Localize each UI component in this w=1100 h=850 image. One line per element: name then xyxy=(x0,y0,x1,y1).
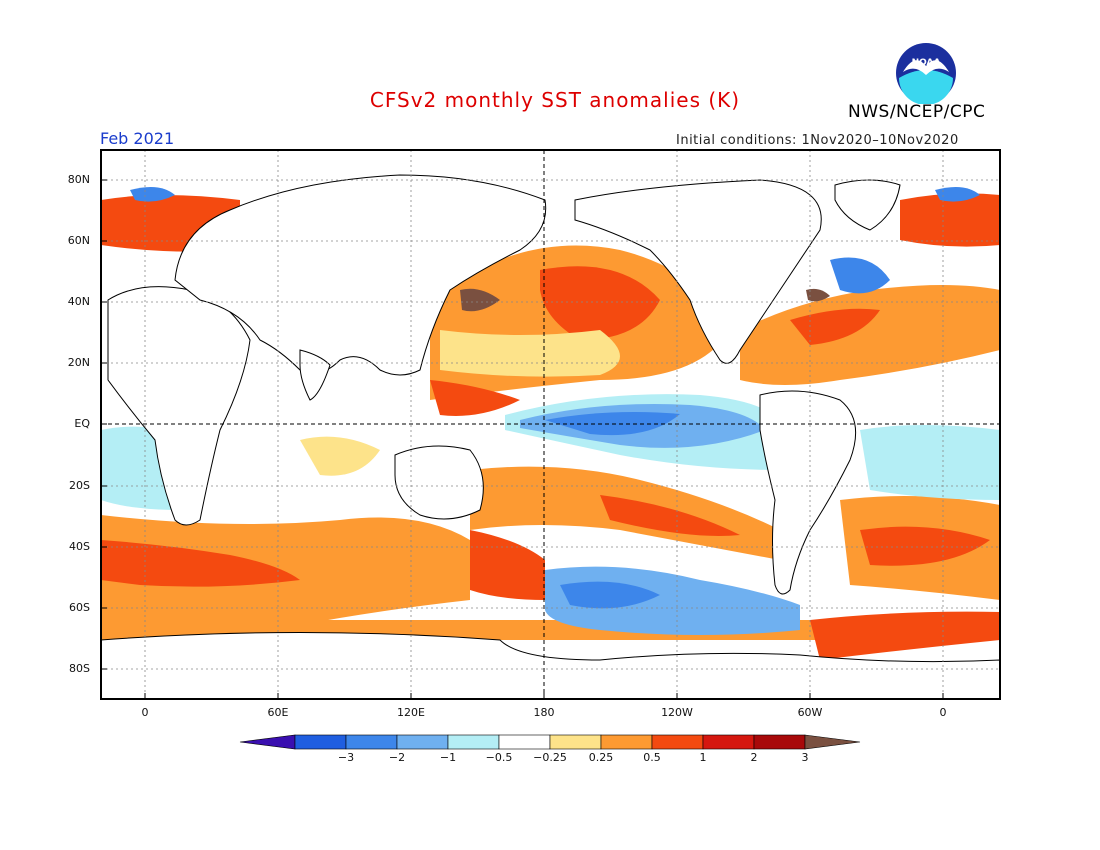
colorbar-swatch xyxy=(447,734,500,750)
land-australia xyxy=(394,445,484,520)
anomaly-gulf-stream-hot xyxy=(790,308,880,345)
land-antarctica xyxy=(101,632,1000,699)
colorbar-label: 2 xyxy=(750,751,758,764)
lat-label: 20N xyxy=(67,356,90,369)
colorbar-swatch xyxy=(549,734,602,750)
logo-gull xyxy=(903,60,949,75)
lat-label: 80S xyxy=(69,662,90,675)
lat-label: 60S xyxy=(69,601,90,614)
colorbar-swatch xyxy=(396,734,449,750)
colorbar-label: 0.25 xyxy=(588,751,614,764)
anomaly-arctic-cold-east xyxy=(935,186,980,202)
colorbar-label: −0.5 xyxy=(485,751,513,764)
anomaly-warm-pool-hot xyxy=(430,380,520,416)
colorbar xyxy=(239,734,861,750)
colorbar-swatch xyxy=(600,734,653,750)
anomaly-south-atlantic-hot xyxy=(860,526,990,566)
lat-label: 40S xyxy=(69,540,90,553)
anomaly-kuroshio-extreme xyxy=(460,288,500,312)
lon-label: 120E xyxy=(397,706,425,719)
colorbar-label: 3 xyxy=(801,751,809,764)
colorbar-swatch xyxy=(345,734,398,750)
anomaly-north-pacific-mild xyxy=(440,330,620,377)
logo-text: NOAA xyxy=(912,58,941,68)
colorbar-min-arrow xyxy=(239,734,296,750)
noaa-logo: NOAA xyxy=(896,43,956,104)
anomaly-weddell-hot xyxy=(810,611,1000,660)
anomaly-south-indian-hot xyxy=(101,540,300,587)
agency-label: NWS/NCEP/CPC xyxy=(848,102,986,122)
colorbar-label: −2 xyxy=(388,751,406,764)
anomaly-indian-mild xyxy=(300,436,380,476)
colorbar-swatch xyxy=(498,734,551,750)
anomaly-tropical-atlantic-cool xyxy=(860,425,1000,500)
lon-label: 60W xyxy=(797,706,823,719)
colorbar-swatch xyxy=(294,734,347,750)
colorbar-max-arrow xyxy=(804,734,861,750)
anomaly-arctic-cold-west xyxy=(130,186,175,202)
lat-label: 60N xyxy=(67,234,90,247)
grid-lines xyxy=(101,150,1000,699)
colorbar-label: −1 xyxy=(439,751,457,764)
colorbar-swatch xyxy=(753,734,806,750)
map-title: CFSv2 monthly SST anomalies (K) xyxy=(369,88,741,112)
land-india xyxy=(299,349,331,401)
colorbar-swatch xyxy=(651,734,704,750)
colorbar-label: 0.5 xyxy=(643,751,661,764)
land-north-america xyxy=(574,179,822,364)
anomaly-south-pacific-hot xyxy=(600,495,740,536)
logo-wave xyxy=(899,70,953,104)
lon-label: 180 xyxy=(533,706,555,719)
forecast-month: Feb 2021 xyxy=(100,129,175,148)
colorbar-label: −3 xyxy=(337,751,355,764)
colorbar-swatch xyxy=(702,734,755,750)
map-field xyxy=(101,150,1000,699)
anomaly-gulf-stream-extreme xyxy=(806,288,830,302)
lon-label: 0 xyxy=(141,706,149,719)
anomaly-north-atlantic-cold xyxy=(830,257,890,294)
anomaly-north-atlantic-warm xyxy=(740,285,1000,385)
anomaly-south-pacific-cold xyxy=(560,581,660,609)
lat-label: 40N xyxy=(67,295,90,308)
colorbar-label: 1 xyxy=(699,751,707,764)
anomaly-arctic-east-hot xyxy=(900,193,1000,247)
axis-ticks xyxy=(101,179,944,699)
continents xyxy=(101,174,1000,699)
lon-label: 120W xyxy=(661,706,693,719)
land-south-america xyxy=(759,390,857,595)
lat-label: 80N xyxy=(67,173,90,186)
lat-label: EQ xyxy=(74,417,90,430)
initial-conditions: Initial conditions: 1Nov2020–10Nov2020 xyxy=(676,133,959,148)
anomaly-tasman-hot xyxy=(470,530,545,600)
lon-label: 60E xyxy=(267,706,289,719)
lon-label: 0 xyxy=(939,706,947,719)
lat-label: 20S xyxy=(69,479,90,492)
colorbar-label: −0.25 xyxy=(533,751,567,764)
anomaly-north-pacific-hot xyxy=(540,266,660,340)
